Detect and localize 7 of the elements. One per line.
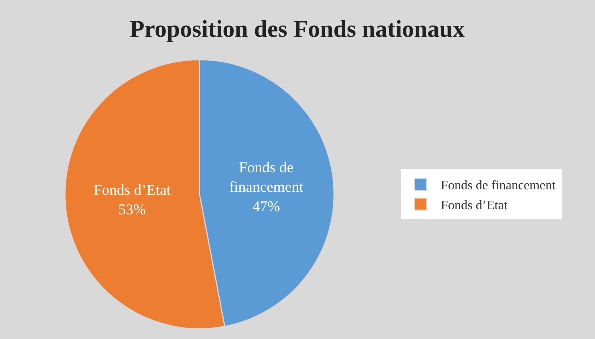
slice-label: Fonds de financement (229, 160, 304, 196)
data-label: 53% (118, 202, 146, 219)
data-label: 47% (252, 200, 280, 216)
legend-label: Fonds d’Etat (441, 197, 508, 212)
legend-label: Fonds de financement (441, 178, 556, 193)
slice-label: Fonds d’Etat (94, 183, 172, 200)
chart-title: Proposition des Fonds nationaux (130, 17, 465, 44)
